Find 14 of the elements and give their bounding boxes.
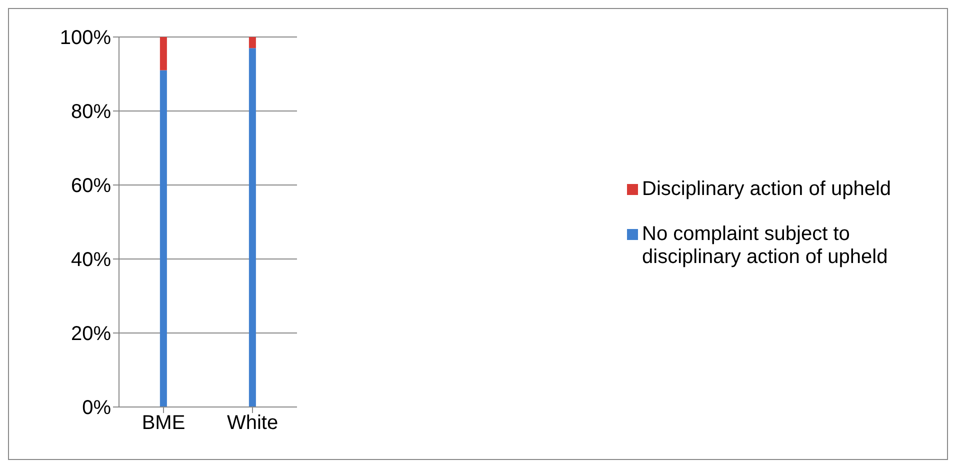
x-tick-label: White xyxy=(226,412,278,434)
y-tick-label: 100% xyxy=(60,27,112,50)
x-tick-label: BME xyxy=(142,412,186,434)
bar xyxy=(160,37,167,70)
y-tick-label: 20% xyxy=(70,323,112,346)
legend-label: Disciplinary action of upheld xyxy=(642,178,892,200)
y-tick-label: 40% xyxy=(70,249,112,272)
bar xyxy=(160,70,167,407)
y-tick-label: 80% xyxy=(70,101,112,124)
y-tick-label: 0% xyxy=(82,397,112,420)
bar xyxy=(248,48,256,407)
bar xyxy=(248,37,256,48)
legend-label: No complaint subject to disciplinary action of upheld xyxy=(642,222,889,268)
y-tick-label: 60% xyxy=(70,175,112,198)
